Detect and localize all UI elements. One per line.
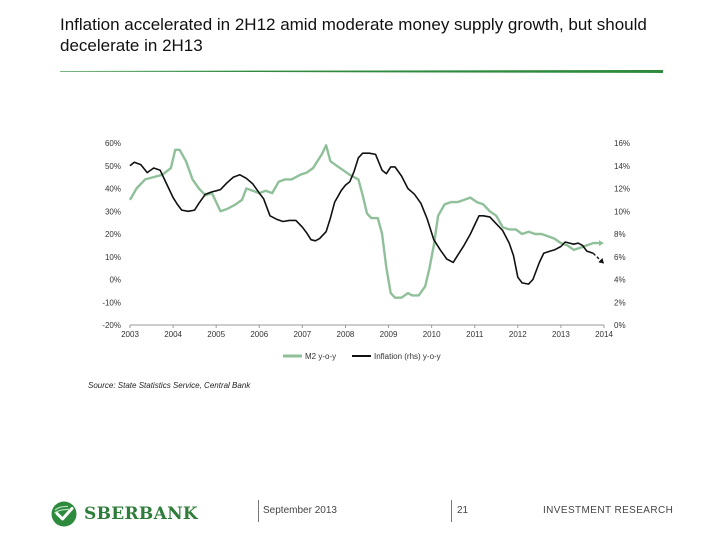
right-axis-tick-label: 0% xyxy=(614,321,626,330)
footer-divider xyxy=(258,500,259,522)
left-axis: 60% 50% 40% 30% 20% 10% 0% -10% -20% xyxy=(102,139,121,330)
right-axis-tick-label: 10% xyxy=(614,207,630,216)
page-number: 21 xyxy=(457,505,469,516)
right-axis-tick-label: 8% xyxy=(614,230,626,239)
right-axis-tick-label: 4% xyxy=(614,276,626,285)
legend-inflation-label: Inflation (rhs) y-o-y xyxy=(374,352,441,361)
left-axis-tick-label: 0% xyxy=(109,276,121,285)
x-axis-tick-label: 2009 xyxy=(380,330,398,339)
left-axis-tick-label: 10% xyxy=(105,253,121,262)
left-axis-tick-label: 20% xyxy=(105,230,121,239)
chart: 60% 50% 40% 30% 20% 10% 0% -10% -20% 16% 14% 12% 10… xyxy=(102,139,630,361)
x-axis-tick-label: 2010 xyxy=(423,330,441,339)
footer-section: INVESTMENT RESEARCH xyxy=(543,505,674,516)
series-layer xyxy=(128,144,605,299)
sberbank-emblem-icon xyxy=(51,501,77,527)
right-axis-tick-label: 12% xyxy=(614,185,630,194)
footer: SBERBANK September 2013 21 INVESTMENT RE… xyxy=(0,490,720,540)
x-axis-tick-label: 2003 xyxy=(121,330,139,339)
series-line-m2-forecast-arrow xyxy=(599,240,604,247)
x-axis-tick-label: 2014 xyxy=(595,330,613,339)
x-axis-tick-label: 2008 xyxy=(337,330,355,339)
left-axis-tick-label: -10% xyxy=(102,298,121,307)
left-axis-tick-label: 60% xyxy=(105,139,121,148)
right-axis-tick-label: 6% xyxy=(614,253,626,262)
left-axis-tick-label: -20% xyxy=(102,321,121,330)
x-axis-tick-label: 2004 xyxy=(164,330,182,339)
right-axis-tick-label: 2% xyxy=(614,298,626,307)
title-divider xyxy=(60,70,663,73)
sberbank-logo: SBERBANK xyxy=(50,500,198,528)
page-title: Inflation accelerated in 2H12 amid moder… xyxy=(60,15,647,55)
x-axis: 2003 2004 2005 2006 2007 2008 2009 2010 2011 2012… xyxy=(121,325,613,339)
series-line-inflation-forecast-arrow xyxy=(598,257,604,264)
legend: M2 y-o-y Inflation (rhs) y-o-y xyxy=(283,352,441,361)
legend-m2-label: M2 y-o-y xyxy=(305,352,336,361)
logo-wordmark: SBERBANK xyxy=(84,504,199,524)
x-axis-tick-label: 2007 xyxy=(293,330,311,339)
series-line-m2 xyxy=(128,144,600,299)
footer-divider xyxy=(451,500,452,522)
x-axis-tick-label: 2012 xyxy=(509,330,527,339)
series-line-inflation xyxy=(129,152,594,285)
x-axis-tick-label: 2006 xyxy=(250,330,268,339)
x-axis-tick-label: 2011 xyxy=(466,330,484,339)
right-axis: 16% 14% 12% 10% 8% 6% 4% 2% 0% xyxy=(614,139,630,330)
right-axis-tick-label: 14% xyxy=(614,162,630,171)
footer-date: September 2013 xyxy=(263,505,337,516)
x-axis-tick-label: 2005 xyxy=(207,330,225,339)
left-axis-tick-label: 50% xyxy=(105,162,121,171)
x-axis-tick-label: 2013 xyxy=(552,330,570,339)
left-axis-tick-label: 40% xyxy=(105,185,121,194)
right-axis-tick-label: 16% xyxy=(614,139,630,148)
left-axis-tick-label: 30% xyxy=(105,207,121,216)
source-note: Source: State Statistics Service, Centra… xyxy=(88,381,251,390)
